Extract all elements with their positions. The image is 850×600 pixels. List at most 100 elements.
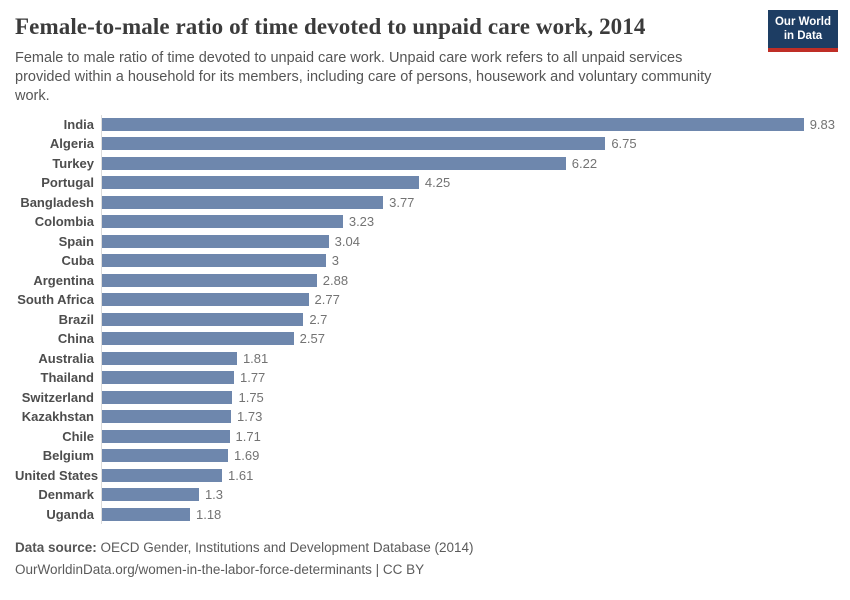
chart-row: Portugal 4.25 bbox=[15, 173, 835, 193]
bar-track: 3 bbox=[101, 251, 835, 271]
country-label[interactable]: Australia bbox=[38, 350, 94, 366]
value-label: 1.77 bbox=[239, 370, 266, 386]
country-label[interactable]: Switzerland bbox=[21, 389, 94, 405]
country-label[interactable]: Thailand bbox=[40, 370, 94, 386]
bar-track: 3.23 bbox=[101, 212, 835, 232]
bar[interactable] bbox=[102, 137, 606, 151]
bar-track: 1.71 bbox=[101, 426, 835, 447]
value-label: 1.69 bbox=[234, 448, 260, 464]
bar[interactable] bbox=[102, 234, 329, 248]
value-label: 6.75 bbox=[611, 136, 637, 152]
attribution-line: OurWorldinData.org/women-in-the-labor-fo… bbox=[15, 559, 835, 581]
owid-logo-line1: Our World bbox=[774, 16, 831, 28]
country-label[interactable]: Kazakhstan bbox=[21, 409, 94, 425]
chart-row: Algeria 6.75 bbox=[15, 134, 835, 154]
chart-row: Colombia 3.23 bbox=[15, 212, 835, 232]
chart-row: Brazil 2.7 bbox=[15, 309, 835, 330]
value-label: 1.75 bbox=[238, 389, 264, 405]
bar[interactable] bbox=[102, 312, 304, 326]
country-label[interactable]: United States bbox=[15, 467, 99, 483]
country-label[interactable]: China bbox=[57, 331, 94, 347]
bar[interactable] bbox=[102, 273, 317, 287]
chart-row: Bangladesh 3.77 bbox=[15, 192, 835, 213]
value-label: 1.61 bbox=[228, 467, 254, 483]
owid-url-link[interactable]: OurWorldinData.org/women-in-the-labor-fo… bbox=[15, 561, 372, 577]
bar-track: 2.57 bbox=[101, 329, 835, 349]
bar[interactable] bbox=[102, 410, 231, 424]
chart-row: Chile 1.71 bbox=[15, 426, 835, 447]
bar[interactable] bbox=[102, 117, 804, 131]
bar-track: 2.88 bbox=[101, 270, 835, 291]
value-label: 3 bbox=[331, 253, 339, 269]
bar[interactable] bbox=[102, 351, 237, 365]
chart-row: Uganda 1.18 bbox=[15, 504, 835, 525]
value-label: 1.18 bbox=[195, 506, 222, 522]
bar-track: 3.04 bbox=[101, 231, 835, 252]
bar[interactable] bbox=[102, 156, 566, 170]
value-label: 2.77 bbox=[314, 292, 340, 308]
country-label[interactable]: Bangladesh bbox=[20, 194, 94, 210]
chart-row: Turkey 6.22 bbox=[15, 153, 835, 174]
bar[interactable] bbox=[102, 293, 309, 307]
bar-track: 2.7 bbox=[101, 309, 835, 330]
value-label: 2.7 bbox=[309, 311, 328, 327]
value-label: 1.3 bbox=[204, 487, 224, 503]
chart-row: China 2.57 bbox=[15, 329, 835, 349]
bar[interactable] bbox=[102, 468, 223, 482]
license-text: | CC BY bbox=[371, 561, 425, 577]
country-label[interactable]: Denmark bbox=[38, 487, 94, 503]
bar[interactable] bbox=[102, 215, 343, 229]
country-label[interactable]: Algeria bbox=[49, 136, 94, 152]
bar-track: 1.18 bbox=[101, 504, 835, 525]
value-label: 3.77 bbox=[389, 194, 415, 210]
bar[interactable] bbox=[102, 332, 294, 346]
chart-row: Argentina 2.88 bbox=[15, 270, 835, 291]
country-label[interactable]: Cuba bbox=[61, 253, 95, 269]
bar-track: 1.75 bbox=[101, 387, 835, 408]
bar[interactable] bbox=[102, 429, 230, 443]
chart-footer: Data source: OECD Gender, Institutions a… bbox=[15, 537, 835, 580]
country-label[interactable]: Argentina bbox=[33, 272, 94, 288]
chart-row: Belgium 1.69 bbox=[15, 446, 835, 466]
bar[interactable] bbox=[102, 195, 384, 209]
chart-subtitle: Female to male ratio of time devoted to … bbox=[15, 50, 712, 104]
value-label: 1.81 bbox=[242, 350, 269, 366]
bar-track: 1.61 bbox=[101, 465, 835, 486]
bar[interactable] bbox=[102, 176, 419, 190]
value-label: 2.57 bbox=[299, 331, 325, 347]
chart-row: Denmark 1.3 bbox=[15, 485, 835, 505]
chart-row: Switzerland 1.75 bbox=[15, 387, 835, 408]
country-label[interactable]: South Africa bbox=[17, 292, 94, 308]
bar-track: 1.3 bbox=[101, 485, 835, 505]
chart-row: Cuba 3 bbox=[15, 251, 835, 271]
chart-header: Female-to-male ratio of time devoted to … bbox=[15, 10, 838, 52]
country-label[interactable]: Brazil bbox=[58, 311, 94, 327]
bar[interactable] bbox=[102, 371, 234, 385]
chart-row: Australia 1.81 bbox=[15, 348, 835, 369]
country-label[interactable]: Turkey bbox=[52, 155, 94, 171]
owid-logo[interactable]: Our World in Data bbox=[768, 10, 838, 52]
country-label[interactable]: Chile bbox=[62, 428, 94, 444]
country-label[interactable]: Spain bbox=[58, 233, 94, 249]
value-label: 9.83 bbox=[809, 116, 835, 132]
bar[interactable] bbox=[102, 507, 190, 521]
chart-row: South Africa 2.77 bbox=[15, 290, 835, 310]
chart-row: India 9.83 bbox=[15, 114, 835, 135]
country-label[interactable]: Uganda bbox=[46, 506, 94, 522]
country-label[interactable]: Colombia bbox=[34, 214, 94, 230]
bar-track: 6.22 bbox=[101, 153, 835, 174]
bar[interactable] bbox=[102, 449, 229, 463]
country-label[interactable]: India bbox=[63, 116, 94, 132]
value-label: 3.23 bbox=[348, 214, 375, 230]
chart-row: United States 1.61 bbox=[15, 465, 835, 486]
bar-track: 6.75 bbox=[101, 134, 835, 154]
value-label: 2.88 bbox=[322, 272, 349, 288]
country-label[interactable]: Belgium bbox=[42, 448, 94, 464]
bar[interactable] bbox=[102, 488, 199, 502]
data-source-label: Data source: bbox=[15, 540, 97, 556]
value-label: 1.71 bbox=[235, 428, 261, 444]
bar[interactable] bbox=[102, 390, 233, 404]
country-label[interactable]: Portugal bbox=[41, 175, 94, 191]
bar[interactable] bbox=[102, 254, 326, 268]
